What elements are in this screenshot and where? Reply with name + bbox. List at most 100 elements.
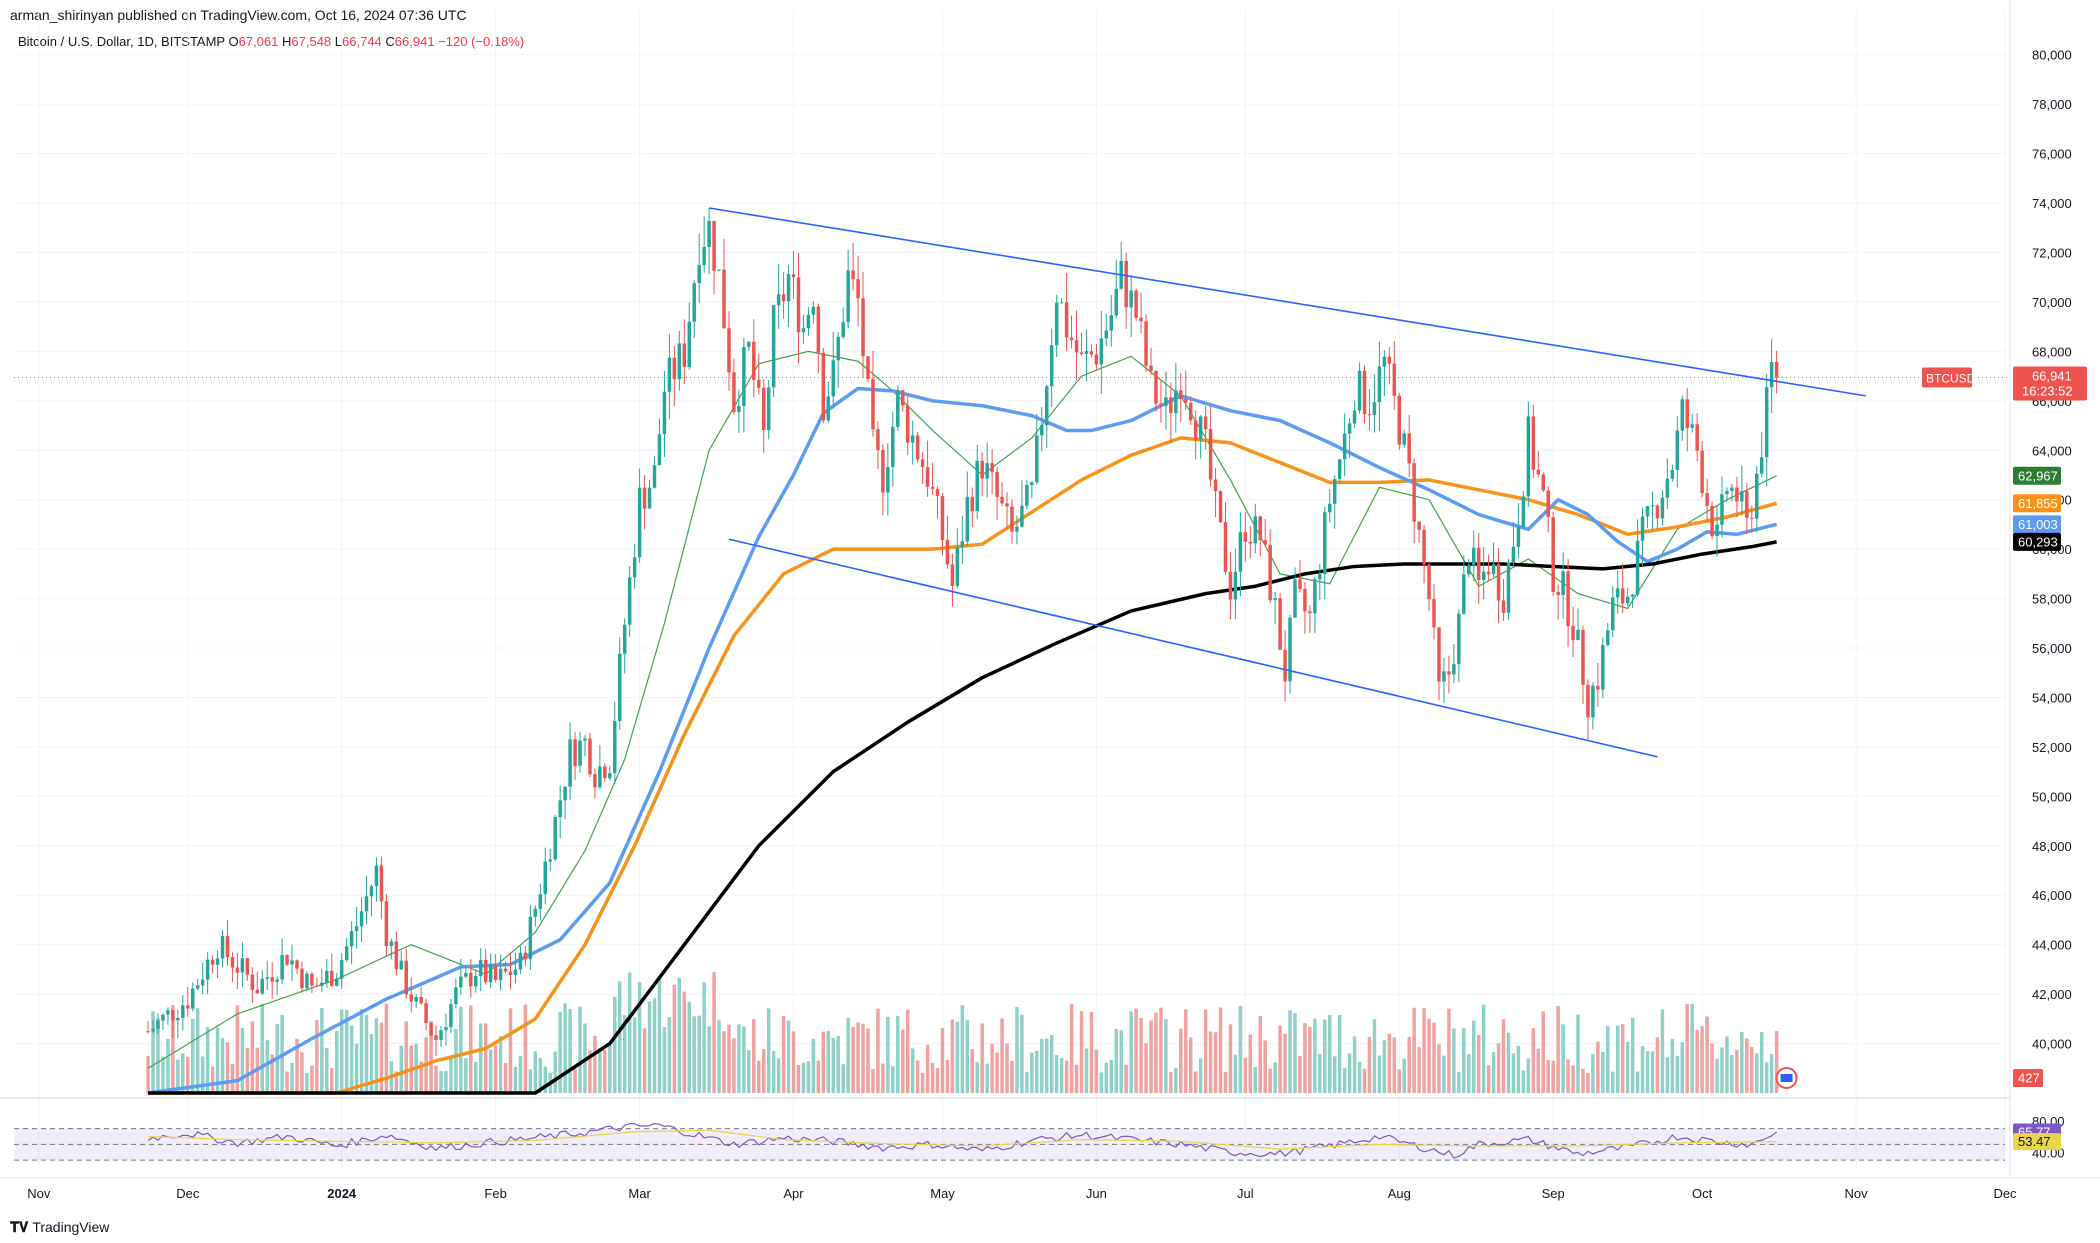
candle-body: [563, 786, 567, 801]
candle-body: [493, 965, 498, 981]
candle-body: [419, 996, 423, 1004]
candle-body: [1184, 399, 1188, 403]
volume-bar: [1596, 1041, 1600, 1093]
candle-body: [1169, 397, 1173, 414]
volume-bar: [1496, 1043, 1501, 1093]
rsi-line: [147, 1122, 1777, 1159]
volume-bar: [1541, 1011, 1545, 1093]
volume-bar: [856, 1022, 860, 1093]
candle-body: [732, 372, 736, 413]
candle-body: [856, 279, 860, 299]
volume-bar: [1645, 1051, 1650, 1093]
candle-body: [374, 865, 379, 887]
candle-body: [1601, 644, 1605, 690]
volume-bar: [270, 1054, 274, 1093]
candle-body: [722, 269, 726, 329]
candle-body: [1323, 512, 1327, 575]
candle-body: [235, 967, 240, 973]
rsi-pane: [14, 1122, 2005, 1161]
candle-body: [1675, 430, 1680, 471]
symbol-tag-bg: [1922, 367, 1972, 388]
candle-body: [573, 739, 577, 766]
event-flag-icon-inner: [1780, 1074, 1793, 1082]
candle-body: [1486, 571, 1491, 575]
volume-bar: [1318, 1053, 1322, 1093]
candle-body: [742, 346, 746, 407]
volume-bar: [215, 1027, 220, 1093]
x-tick-label: Nov: [1844, 1186, 1868, 1201]
volume-bar: [176, 1059, 180, 1093]
candle-body: [478, 960, 483, 977]
volume-bar: [831, 1037, 835, 1093]
candle-body: [245, 958, 250, 975]
candle-body: [816, 306, 821, 353]
volume-bar: [161, 1056, 165, 1093]
candle-body: [1288, 617, 1292, 682]
candle-body: [662, 391, 667, 435]
candle-body: [1581, 629, 1585, 685]
symbol-title[interactable]: Bitcoin / U.S. Dollar, 1D, BITSTAMP: [18, 34, 225, 49]
candle-body: [1362, 370, 1367, 415]
volume-bar: [1516, 1045, 1521, 1093]
candle-body: [985, 463, 989, 479]
volume-bar: [310, 1065, 314, 1093]
candle-body: [1759, 457, 1764, 474]
x-tick-label: Oct: [1692, 1186, 1713, 1201]
volume-bar: [682, 991, 687, 1093]
volume-bar: [290, 1062, 294, 1093]
volume-bar: [1020, 1014, 1024, 1093]
candle-body: [195, 985, 200, 989]
volume-bar: [593, 1035, 597, 1093]
volume-bar: [1208, 1031, 1213, 1093]
candle-body: [771, 305, 776, 388]
low-label: L: [334, 34, 343, 49]
candle-body: [915, 435, 920, 460]
y-tick-label: 74,000: [2032, 196, 2072, 211]
volume-bar: [905, 1009, 910, 1093]
tradingview-brand[interactable]: 𝐓𝐕 TradingView: [10, 1219, 109, 1236]
candle-body: [752, 341, 756, 380]
channel-lines[interactable]: [708, 207, 1867, 758]
y-tick-label: 50,000: [2032, 789, 2072, 804]
volume-bar: [747, 1050, 751, 1093]
volume-bar: [1139, 1017, 1143, 1093]
volume-bar: [1685, 1003, 1689, 1093]
volume-bar: [1561, 1024, 1565, 1093]
candle-body: [1193, 420, 1198, 440]
volume-bar: [1213, 1032, 1218, 1093]
volume-bar: [1174, 1067, 1178, 1093]
candle-body: [891, 426, 895, 468]
candle-body: [538, 894, 543, 909]
volume-bar: [1755, 1053, 1759, 1093]
volume-bar: [474, 1061, 478, 1093]
volume-bar: [1025, 1071, 1029, 1093]
candle-body: [791, 274, 796, 278]
x-tick-label: Nov: [27, 1186, 51, 1201]
volume-bar: [1104, 1062, 1109, 1093]
candle-body: [1347, 423, 1352, 434]
candle-body: [1725, 490, 1729, 495]
volume-bar: [1069, 1003, 1074, 1093]
volume-bar: [300, 1052, 304, 1093]
volume-bar: [1323, 1019, 1327, 1093]
volume-bar: [513, 1066, 518, 1093]
candle-body: [881, 450, 885, 493]
candle-body: [1203, 416, 1208, 430]
y-tick-label: 72,000: [2032, 245, 2072, 260]
volume-bar: [1695, 1029, 1699, 1093]
volume-bar: [1144, 1043, 1148, 1093]
volume-bar: [1471, 1020, 1476, 1093]
candle-body: [215, 958, 220, 965]
candle-body: [1422, 529, 1426, 565]
volume-bar: [1437, 1044, 1441, 1093]
volume-bar: [1407, 1036, 1411, 1093]
volume-bar: [1372, 1019, 1377, 1093]
candle-body: [1397, 395, 1401, 445]
volume-bar: [295, 1038, 299, 1093]
candle-body: [1467, 565, 1471, 575]
y-tick-label: 58,000: [2032, 592, 2072, 607]
high-value: 67,548: [291, 34, 332, 49]
candle-body: [1769, 362, 1774, 388]
candle-body: [186, 1005, 190, 1009]
